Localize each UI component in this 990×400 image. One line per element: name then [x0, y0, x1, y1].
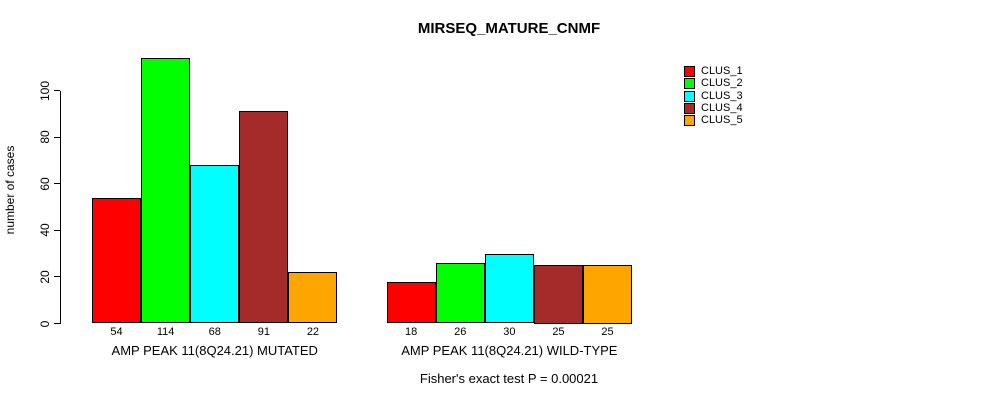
bar-clus_2-group1 — [141, 57, 191, 324]
y-axis-tick-label: 20 — [38, 270, 52, 284]
legend-label-clus_3: CLUS_3 — [701, 89, 743, 102]
bar-clus_1-group1 — [92, 197, 142, 324]
legend-label-clus_5: CLUS_5 — [701, 114, 743, 127]
group-label: AMP PEAK 11(8Q24.21) MUTATED — [111, 343, 318, 358]
y-axis-tick — [54, 183, 60, 185]
bar-clus_4-group2 — [533, 265, 583, 324]
legend-swatch-clus_5 — [684, 115, 695, 127]
y-axis-tick-label: 0 — [38, 320, 52, 327]
bar-clus_4-group1 — [239, 111, 289, 324]
bar-value-label: 54 — [110, 326, 123, 338]
group-label: AMP PEAK 11(8Q24.21) WILD-TYPE — [401, 343, 618, 358]
y-axis-tick-label: 60 — [38, 177, 52, 191]
legend-swatch-clus_2 — [684, 78, 695, 90]
chart-title: MIRSEQ_MATURE_CNMF — [417, 20, 601, 37]
y-axis-tick-label: 100 — [38, 80, 52, 101]
y-axis-line — [60, 90, 61, 324]
bar-clus_2-group2 — [435, 262, 485, 324]
bar-value-label: 114 — [156, 326, 175, 338]
bar-clus_5-group2 — [583, 265, 633, 324]
bar-clus_3-group2 — [484, 253, 534, 324]
bar-value-label: 30 — [503, 326, 516, 338]
bar-clus_5-group1 — [288, 272, 338, 324]
bar-clus_3-group1 — [190, 165, 240, 324]
y-axis-tick — [54, 90, 60, 91]
y-axis-tick-label: 80 — [38, 130, 52, 144]
bar-value-label: 25 — [552, 326, 565, 338]
y-axis-title: number of cases — [3, 145, 17, 235]
bar-value-label: 18 — [405, 326, 418, 338]
legend-label-clus_4: CLUS_4 — [701, 101, 743, 114]
legend-swatch-clus_3 — [684, 90, 695, 102]
y-axis-tick — [54, 136, 60, 138]
fisher-test-annotation: Fisher's exact test P = 0.00021 — [419, 371, 599, 386]
legend-swatch-clus_4 — [684, 102, 695, 114]
bar-value-label: 68 — [208, 326, 221, 338]
legend-label-clus_2: CLUS_2 — [701, 77, 743, 90]
legend-label-clus_1: CLUS_1 — [701, 65, 743, 77]
y-axis-tick — [54, 229, 60, 231]
y-axis-tick-label: 40 — [38, 223, 52, 237]
bar-value-label: 26 — [454, 326, 467, 338]
bar-value-label: 25 — [601, 326, 614, 338]
bar-value-label: 91 — [257, 326, 270, 338]
y-axis-tick — [54, 323, 60, 324]
bar-clus_1-group2 — [386, 281, 436, 324]
y-axis-tick — [54, 276, 60, 278]
legend-swatch-clus_1 — [684, 66, 695, 77]
bar-value-label: 22 — [306, 326, 320, 338]
